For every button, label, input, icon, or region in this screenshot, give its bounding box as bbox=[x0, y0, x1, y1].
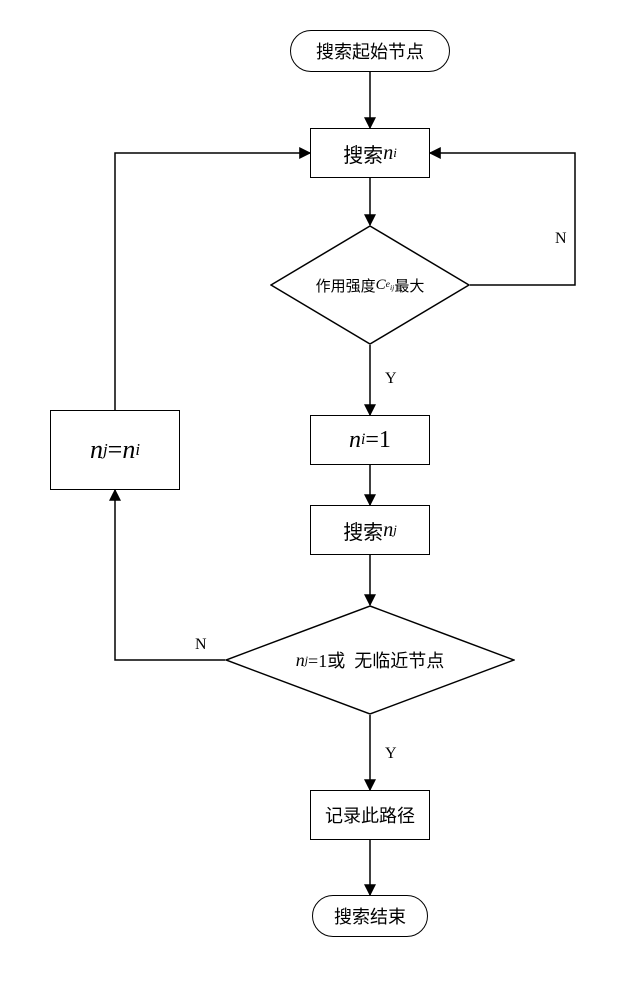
node-search_ni: 搜索ni bbox=[310, 128, 430, 178]
node-d1: 作用强度Ceij 最大 bbox=[270, 225, 470, 345]
flowchart-canvas: Y Y N N 搜索起始节点搜索ni 作用强度Ceij 最大 ni =1 搜索nj nj =1或… bbox=[0, 0, 644, 1000]
edge-label-5: Y bbox=[385, 745, 397, 763]
node-ni1: ni =1 bbox=[310, 415, 430, 465]
node-end: 搜索结束 bbox=[312, 895, 428, 937]
node-record: 记录此路径 bbox=[310, 790, 430, 840]
edge-8 bbox=[115, 490, 225, 660]
node-label-d1: 作用强度Ceij 最大 bbox=[270, 225, 470, 345]
edge-label-8: N bbox=[195, 636, 207, 654]
node-start: 搜索起始节点 bbox=[290, 30, 450, 72]
node-assign: nj = ni bbox=[50, 410, 180, 490]
edge-label-2: Y bbox=[385, 370, 397, 388]
edge-label-7: N bbox=[555, 230, 567, 248]
node-search_nj: 搜索nj bbox=[310, 505, 430, 555]
node-label-d2: nj =1或 无临近节点 bbox=[225, 605, 515, 715]
node-d2: nj =1或 无临近节点 bbox=[225, 605, 515, 715]
